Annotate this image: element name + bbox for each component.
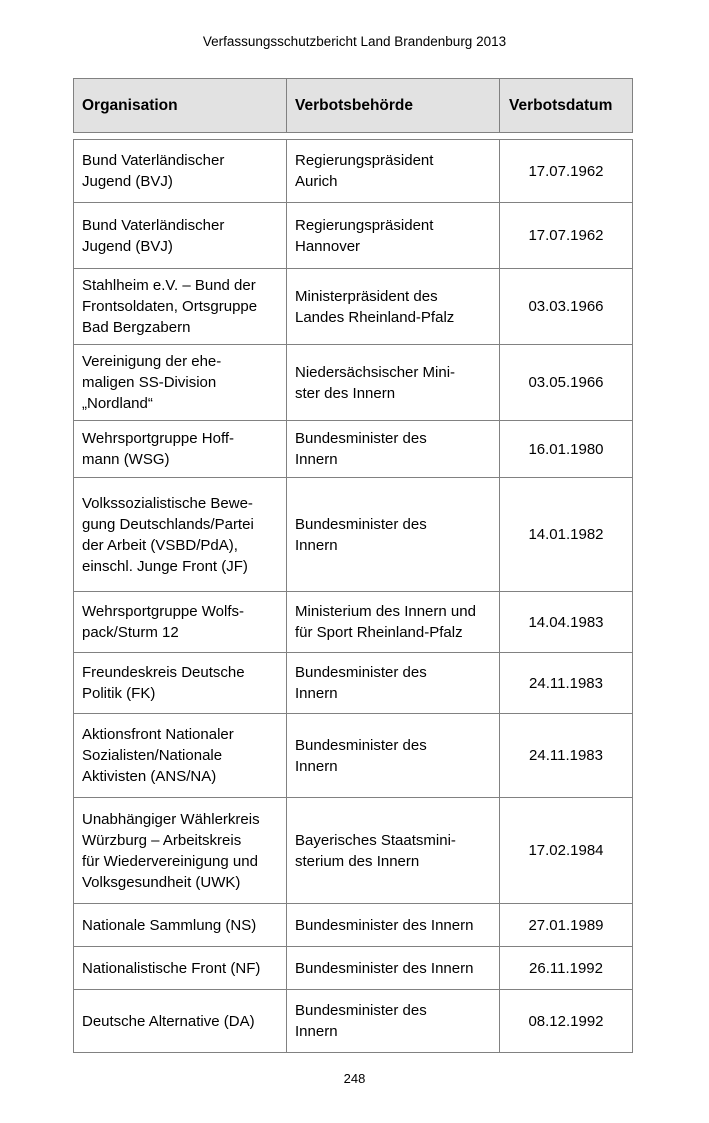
authority-cell: Bundesminister des Innern	[287, 653, 500, 713]
authority-cell: Ministerium des Innern und für Sport Rhe…	[287, 592, 500, 652]
organisation-cell: Aktionsfront Nationaler Sozialisten/Nati…	[74, 714, 287, 797]
column-header-verbotsbehoerde: Verbotsbehörde	[287, 79, 500, 132]
table-row: Aktionsfront Nationaler Sozialisten/Nati…	[74, 714, 632, 798]
table-row: Deutsche Alternative (DA) Bundesminister…	[74, 990, 632, 1052]
date-cell: 03.05.1966	[528, 374, 604, 391]
column-header-organisation: Organisation	[74, 79, 287, 132]
organisation-cell: Nationale Sammlung (NS)	[74, 904, 287, 946]
date-cell: 14.01.1982	[528, 526, 604, 543]
authority-cell: Bundesminister des Innern	[287, 947, 500, 989]
table-row: Stahlheim e.V. – Bund der Frontsoldaten,…	[74, 269, 632, 345]
organisation-cell: Vereinigung der ehe- maligen SS-Division…	[74, 345, 287, 420]
date-cell: 17.07.1962	[528, 227, 604, 244]
date-cell: 24.11.1983	[529, 747, 603, 764]
date-cell: 08.12.1992	[528, 1012, 604, 1030]
date-cell: 27.01.1989	[528, 916, 604, 934]
organisation-cell: Volkssozialistische Bewe- gung Deutschla…	[74, 478, 287, 591]
authority-cell: Regierungspräsident Aurich	[287, 140, 500, 202]
authority-cell: Niedersächsischer Mini- ster des Innern	[287, 345, 500, 420]
date-cell: 14.04.1983	[528, 613, 604, 631]
authority-cell: Bundesminister des Innern	[287, 714, 500, 797]
organisation-cell: Stahlheim e.V. – Bund der Frontsoldaten,…	[74, 269, 287, 344]
date-cell: 16.01.1980	[528, 440, 604, 458]
document-header-title: Verfassungsschutzbericht Land Brandenbur…	[202, 34, 507, 49]
organisation-cell: Wehrsportgruppe Hoff- mann (WSG)	[74, 421, 287, 477]
authority-cell: Bundesminister des Innern	[287, 421, 500, 477]
authority-cell: Bundesminister des Innern	[287, 904, 500, 946]
organisation-cell: Freundeskreis Deutsche Politik (FK)	[74, 653, 287, 713]
date-cell: 26.11.1992	[529, 959, 603, 977]
authority-cell: Bundesminister des Innern	[287, 478, 500, 591]
authority-cell: Ministerpräsident des Landes Rheinland-P…	[287, 269, 500, 344]
table-row: Nationale Sammlung (NS) Bundesminister d…	[74, 904, 632, 947]
date-cell: 03.03.1966	[528, 298, 604, 315]
table-row: Wehrsportgruppe Hoff- mann (WSG) Bundesm…	[74, 421, 632, 478]
table-row: Vereinigung der ehe- maligen SS-Division…	[74, 345, 632, 421]
organisation-cell: Wehrsportgruppe Wolfs- pack/Sturm 12	[74, 592, 287, 652]
table-row: Volkssozialistische Bewe- gung Deutschla…	[74, 478, 632, 592]
date-cell: 17.02.1984	[528, 842, 604, 859]
table-row: Bund Vaterländischer Jugend (BVJ) Regier…	[74, 140, 632, 203]
organisation-cell: Unabhängiger Wählerkreis Würzburg – Arbe…	[74, 798, 287, 903]
page-number: 248	[343, 1071, 366, 1086]
organisation-cell: Bund Vaterländischer Jugend (BVJ)	[74, 140, 287, 202]
organisation-cell: Nationalistische Front (NF)	[74, 947, 287, 989]
table-row: Bund Vaterländischer Jugend (BVJ) Regier…	[74, 203, 632, 269]
table-row: Nationalistische Front (NF) Bundesminist…	[74, 947, 632, 990]
authority-cell: Bundesminister des Innern	[287, 990, 500, 1052]
table-row: Freundeskreis Deutsche Politik (FK) Bund…	[74, 653, 632, 714]
table-header-row: Organisation Verbotsbehörde Verbotsdatum	[73, 78, 633, 133]
prohibited-organisations-table: Organisation Verbotsbehörde Verbotsdatum…	[73, 78, 633, 1053]
date-cell: 17.07.1962	[528, 162, 604, 180]
date-cell: 24.11.1983	[529, 674, 603, 692]
table-row: Wehrsportgruppe Wolfs- pack/Sturm 12 Min…	[74, 592, 632, 653]
table-row: Unabhängiger Wählerkreis Würzburg – Arbe…	[74, 798, 632, 904]
organisation-cell: Bund Vaterländischer Jugend (BVJ)	[74, 203, 287, 268]
organisation-cell: Deutsche Alternative (DA)	[74, 990, 287, 1052]
authority-cell: Regierungspräsident Hannover	[287, 203, 500, 268]
authority-cell: Bayerisches Staatsmini- sterium des Inne…	[287, 798, 500, 903]
column-header-verbotsdatum: Verbotsdatum	[509, 96, 613, 114]
table-body: Bund Vaterländischer Jugend (BVJ) Regier…	[73, 139, 633, 1053]
